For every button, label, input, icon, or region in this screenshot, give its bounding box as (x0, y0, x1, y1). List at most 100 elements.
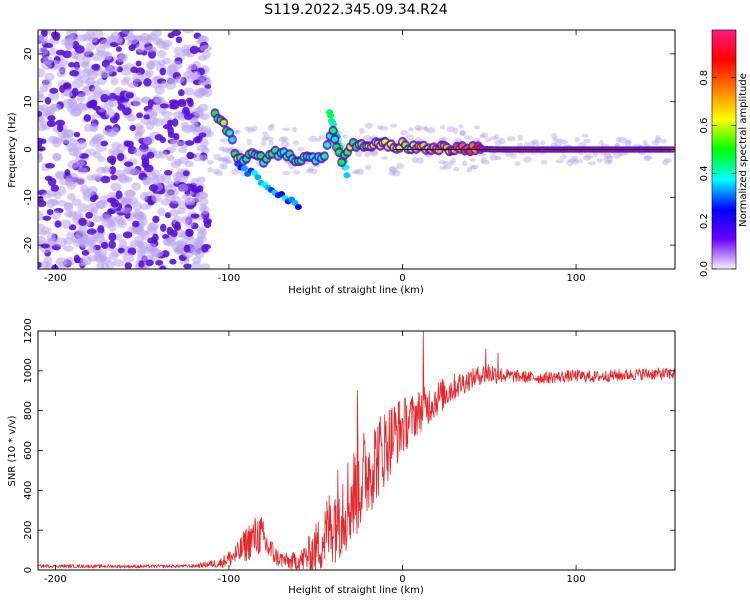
spectrogram-noise-blob (182, 30, 194, 34)
spectrogram-noise-blob (414, 124, 423, 131)
spectrogram-noise-blob (81, 249, 90, 256)
spectrogram-noise-blob (78, 75, 91, 84)
spectrogram-noise-blob (196, 144, 208, 153)
spectrogram-noise-blob (472, 137, 481, 142)
spectrogram-noise-blob (38, 68, 46, 78)
spectrogram-noise-blob (604, 160, 613, 165)
spectrogram-noise-blob (89, 196, 97, 203)
spectrogram-noise-blob (50, 184, 60, 192)
spectrogram-noise-blob (598, 139, 605, 145)
spectrogram-noise-blob (160, 173, 172, 183)
spectrogram-noise-blob (159, 223, 167, 232)
spectrogram-noise-blob (110, 201, 119, 208)
spectrogram-noise-blob (147, 99, 154, 108)
spectrogram-noise-blob (415, 127, 423, 132)
spectrogram-noise-blob (152, 215, 160, 224)
spectrogram-noise-blob (41, 192, 53, 199)
spectrogram-noise-blob (566, 159, 574, 167)
spectrogram-noise-blob (55, 257, 68, 266)
spectrogram-noise-blob (523, 142, 531, 148)
spectrogram-noise-blob (148, 221, 159, 230)
spectrogram-noise-blob (128, 44, 136, 52)
spectrogram-noise-blob (102, 166, 112, 174)
spectrogram-noise-blob (100, 241, 109, 250)
spectrogram-noise-blob (177, 183, 189, 193)
spectrogram-noise-blob (106, 155, 117, 164)
colorbar-tick-label: 0.4 (699, 165, 710, 181)
spectrogram-noise-blob (139, 203, 152, 210)
spectrogram-noise-blob (152, 233, 159, 242)
spectrogram-noise-blob (355, 150, 363, 158)
spectrogram-noise-blob (49, 87, 59, 94)
spectrogram-noise-blob (152, 249, 164, 258)
spectrogram-noise-blob (452, 127, 459, 135)
spectrogram-noise-blob (282, 171, 291, 176)
spectrogram-noise-blob (523, 156, 532, 163)
spectrogram-noise-blob (55, 237, 67, 248)
spectrogram-noise-blob (159, 67, 167, 76)
spectrogram-noise-blob (551, 133, 558, 140)
spectrogram-noise-blob (71, 87, 79, 97)
spectrogram-noise-blob (173, 133, 180, 141)
spectrogram-noise-blob (47, 198, 59, 205)
spectrogram-noise-blob (587, 161, 597, 165)
spectrogram-noise-blob (162, 124, 173, 130)
spectrogram-noise-blob (370, 150, 379, 157)
spectrogram-noise-blob (69, 109, 82, 117)
spectrogram-noise-blob (416, 157, 424, 164)
snr-y-tick-label: 200 (23, 521, 34, 540)
colorbar-label: Normalized spectral amplitude (738, 73, 749, 227)
spectrogram-noise-blob (651, 139, 660, 146)
spectrogram-noise-blob (182, 106, 190, 115)
spectrogram-noise-blob (181, 48, 192, 57)
spectrogram-noise-blob (199, 197, 209, 206)
spectrogram-noise-blob (104, 129, 116, 137)
spectrogram-noise-blob (561, 139, 569, 145)
spectrogram-noise-blob (64, 177, 75, 187)
spectrogram-noise-blob (83, 114, 91, 122)
spectrogram-noise-blob (506, 135, 516, 142)
spectrogram-noise-blob (162, 233, 170, 240)
spectrogram-noise-blob (306, 168, 314, 174)
spectrogram-noise-blob (509, 153, 517, 159)
spectrogram-noise-blob (61, 129, 74, 138)
spectrogram-noise-blob (135, 60, 142, 67)
spectrogram-noise-blob (308, 135, 317, 143)
spectrogram-noise-blob (212, 168, 221, 174)
spectrogram-noise-blob (52, 153, 61, 162)
spectrogram-noise-blob (218, 146, 225, 151)
spectrogram-noise-blob (222, 155, 231, 162)
spectrogram-noise-blob (73, 51, 85, 61)
spectrogram-noise-blob (66, 142, 77, 152)
spectrogram-noise-blob (184, 160, 194, 168)
snr-series-line (38, 331, 675, 570)
spectrogram-noise-blob (282, 127, 290, 132)
spectrogram-noise-blob (197, 191, 209, 200)
spectrogram-noise-blob (318, 135, 327, 140)
spectrogram-noise-blob (71, 234, 82, 244)
spectrogram-branch-point (240, 165, 248, 172)
spectrogram-noise-blob (582, 155, 591, 161)
spectrogram-noise-blob (160, 80, 170, 88)
spectrogram-noise-blob (553, 140, 563, 147)
spectrogram-noise-blob (109, 42, 119, 48)
spectrogram-noise-blob (97, 225, 105, 234)
spectrogram-noise-blob (148, 111, 158, 119)
spectrogram-noise-blob (297, 146, 305, 152)
spectrogram-noise-blob (439, 125, 446, 130)
spectrogram-x-tick-label: -200 (44, 273, 67, 284)
spectrogram-noise-blob (139, 38, 152, 45)
spectrogram-noise-blob (52, 31, 61, 41)
spectrogram-noise-blob (157, 50, 167, 59)
spectrogram-noise-blob (177, 207, 186, 215)
spectrogram-noise-blob (446, 126, 456, 133)
spectrogram-ridge-point (331, 136, 338, 142)
spectrogram-noise-blob (568, 158, 577, 163)
spectrogram-noise-blob (388, 170, 396, 176)
spectrogram-noise-blob (189, 45, 200, 55)
spectrogram-noise-blob (48, 47, 57, 56)
spectrogram-noise-blob (59, 219, 72, 229)
spectrogram-noise-blob (66, 30, 78, 37)
spectrogram-noise-blob (607, 155, 613, 162)
colorbar-tick-label: 0.0 (699, 261, 710, 277)
